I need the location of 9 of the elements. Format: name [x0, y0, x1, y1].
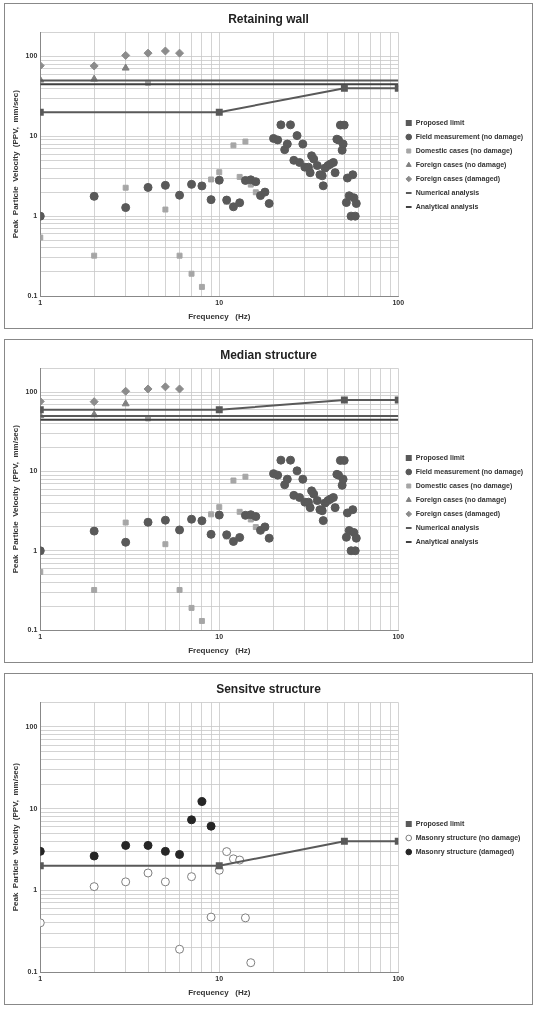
x-axis-title: Frequency (Hz) — [188, 646, 251, 656]
chart-title: Median structure — [220, 347, 318, 362]
x-axis-title: Frequency (Hz) — [188, 312, 251, 322]
chart-title: Retaining wall — [228, 11, 309, 26]
y-axis-title: Peak Particle Velocity (PPV, mm/sec) — [11, 762, 20, 912]
x-axis-title: Frequency (Hz) — [188, 988, 251, 998]
chart-title: Sensitve structure — [216, 681, 322, 696]
y-axis-title: Peak Particle Velocity (PPV, mm/sec) — [11, 424, 20, 574]
y-axis-title: Peak Particle Velocity (PPV, mm/sec) — [11, 89, 20, 239]
